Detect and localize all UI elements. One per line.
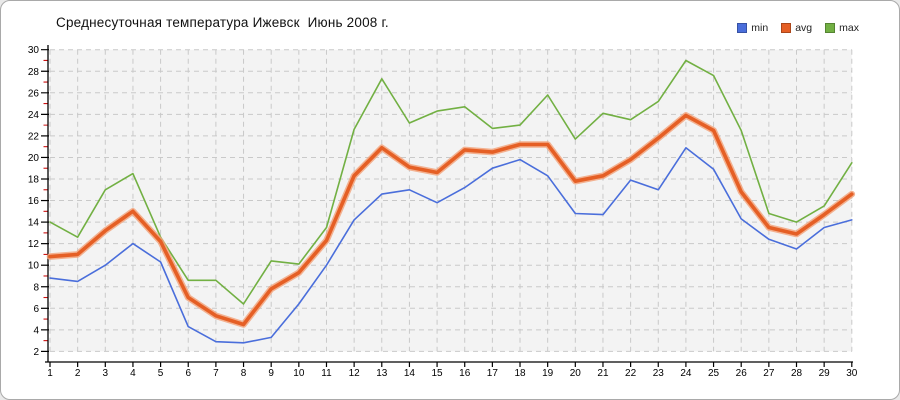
x-tick-label: 1 (47, 368, 53, 379)
x-tick-label: 17 (487, 368, 499, 379)
x-tick-label: 30 (846, 368, 858, 379)
x-tick-label: 29 (819, 368, 831, 379)
x-tick-label: 28 (791, 368, 803, 379)
x-tick-label: 13 (376, 368, 388, 379)
x-tick-label: 15 (432, 368, 444, 379)
y-tick-label: 22 (28, 131, 40, 142)
y-tick-label: 12 (28, 239, 40, 250)
y-tick-label: 30 (28, 45, 40, 56)
x-tick-label: 21 (597, 368, 609, 379)
x-tick-label: 8 (241, 368, 247, 379)
x-tick-label: 3 (103, 368, 109, 379)
x-tick-label: 26 (736, 368, 748, 379)
x-tick-label: 22 (625, 368, 637, 379)
x-tick-label: 4 (130, 368, 136, 379)
legend: min avg max (737, 22, 859, 34)
x-tick-label: 11 (321, 368, 332, 379)
x-tick-label: 19 (542, 368, 554, 379)
y-tick-label: 28 (28, 67, 40, 78)
x-tick-label: 12 (349, 368, 361, 379)
series-max-line (49, 59, 853, 305)
x-tick-label: 2 (75, 368, 81, 379)
x-tick-label: 9 (268, 368, 274, 379)
x-tick-label: 14 (404, 368, 416, 379)
y-tick-label: 2 (33, 347, 39, 358)
x-tick-label: 20 (570, 368, 582, 379)
y-tick-label: 16 (28, 196, 40, 207)
legend-label-max: max (839, 22, 859, 34)
legend-swatch-avg (781, 23, 792, 33)
x-tick-label: 7 (213, 368, 219, 379)
y-tick-label: 10 (28, 261, 40, 272)
series-min-line (49, 147, 853, 344)
x-tick-label: 23 (653, 368, 665, 379)
x-tick-label: 25 (708, 368, 720, 379)
x-tick-label: 5 (158, 368, 164, 379)
x-tick-label: 27 (763, 368, 775, 379)
y-tick-label: 14 (28, 218, 40, 229)
x-tick-label: 16 (459, 368, 471, 379)
legend-swatch-max (825, 23, 836, 33)
legend-swatch-min (737, 23, 748, 33)
series-avg-line (48, 113, 854, 327)
x-tick-label: 10 (293, 368, 305, 379)
legend-item-max: max (825, 22, 859, 34)
legend-item-min: min (737, 22, 768, 34)
y-tick-label: 20 (28, 153, 40, 164)
chart-title: Среднесуточная температура Ижевск Июнь 2… (56, 15, 389, 30)
y-tick-label: 26 (28, 88, 40, 99)
legend-label-min: min (751, 22, 769, 34)
y-tick-label: 18 (28, 175, 40, 186)
x-tick-label: 6 (185, 368, 191, 379)
x-tick-label: 24 (680, 368, 692, 379)
legend-item-avg: avg (781, 22, 812, 34)
y-tick-label: 24 (28, 110, 40, 121)
y-tick-label: 8 (33, 282, 39, 293)
x-tick-label: 18 (514, 368, 526, 379)
legend-label-avg: avg (795, 22, 813, 34)
y-tick-label: 6 (33, 304, 39, 315)
y-tick-label: 4 (33, 325, 39, 336)
